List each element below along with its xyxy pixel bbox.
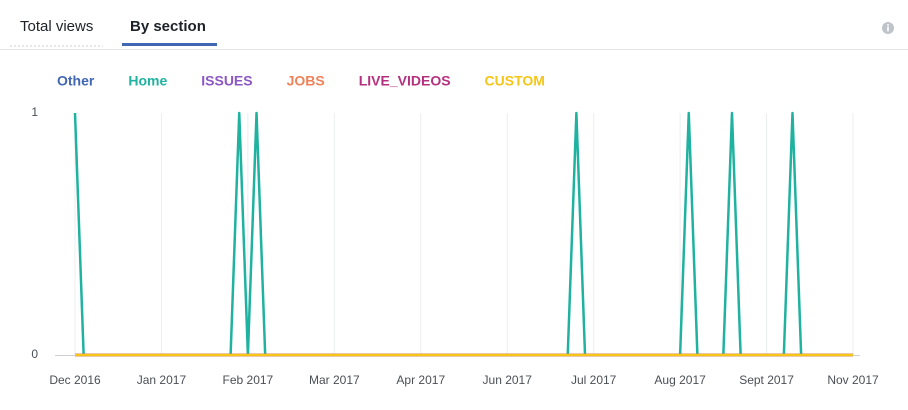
legend-item[interactable]: JOBS xyxy=(287,73,325,89)
legend-item[interactable]: LIVE_VIDEOS xyxy=(359,73,451,89)
y-tick-label: 0 xyxy=(31,347,38,361)
legend-item[interactable]: Other xyxy=(57,73,95,89)
y-tick-label: 1 xyxy=(31,105,38,119)
x-tick-label: Feb 2017 xyxy=(223,373,274,387)
tab-indicator xyxy=(122,43,217,46)
tab-active[interactable]: By section xyxy=(130,18,206,35)
x-tick-label: Jan 2017 xyxy=(137,373,187,387)
x-tick-label: Sept 2017 xyxy=(739,373,794,387)
x-tick-label: Dec 2016 xyxy=(49,373,101,387)
tab[interactable]: Total views xyxy=(20,18,93,35)
x-tick-label: Apr 2017 xyxy=(396,373,445,387)
legend-item[interactable]: ISSUES xyxy=(201,73,252,89)
x-tick-label: Nov 2017 xyxy=(827,373,879,387)
x-tick-label: Mar 2017 xyxy=(309,373,360,387)
x-tick-label: Aug 2017 xyxy=(654,373,706,387)
x-tick-label: Jul 2017 xyxy=(571,373,617,387)
x-tick-label: Jun 2017 xyxy=(483,373,533,387)
legend-item[interactable]: Home xyxy=(128,73,167,89)
series-line xyxy=(73,111,853,357)
info-icon[interactable] xyxy=(882,22,894,34)
legend-item[interactable]: CUSTOM xyxy=(485,73,545,89)
